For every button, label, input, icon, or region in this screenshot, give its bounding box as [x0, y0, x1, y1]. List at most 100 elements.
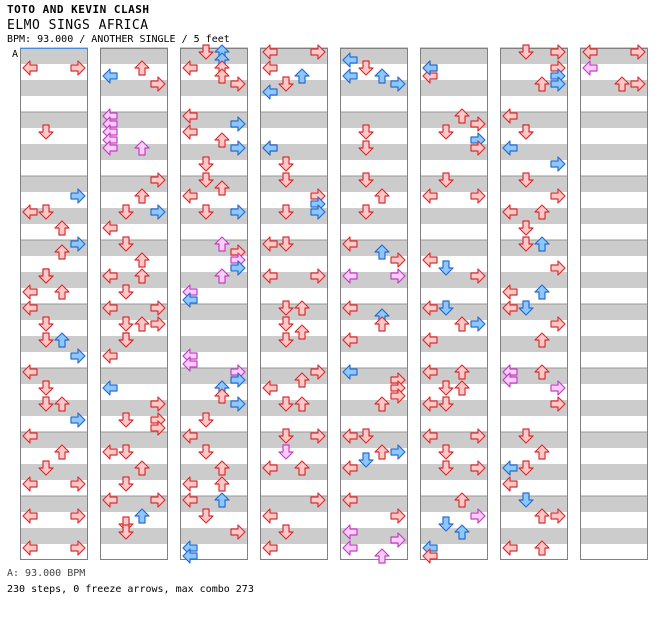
up-arrow-note [534, 540, 550, 556]
down-arrow-note [358, 204, 374, 220]
down-arrow-note [358, 172, 374, 188]
down-arrow-note [38, 380, 54, 396]
left-arrow-note [342, 300, 358, 316]
left-arrow-note [102, 268, 118, 284]
up-arrow-note [374, 444, 390, 460]
right-arrow-note [390, 444, 406, 460]
right-arrow-note [550, 380, 566, 396]
down-arrow-note [278, 428, 294, 444]
left-arrow-note [342, 52, 358, 68]
chart-column [260, 48, 328, 560]
left-arrow-note [422, 300, 438, 316]
down-arrow-note [278, 332, 294, 348]
left-arrow-note [182, 428, 198, 444]
right-arrow-note [470, 188, 486, 204]
down-arrow-note [118, 204, 134, 220]
up-arrow-note [374, 244, 390, 260]
right-arrow-note [630, 76, 646, 92]
right-arrow-note [150, 492, 166, 508]
up-arrow-note [134, 508, 150, 524]
left-arrow-note [102, 348, 118, 364]
up-arrow-note [54, 284, 70, 300]
right-arrow-note [390, 252, 406, 268]
left-arrow-note [342, 68, 358, 84]
down-arrow-note [358, 452, 374, 468]
left-arrow-note [582, 44, 598, 60]
right-arrow-note [230, 260, 246, 276]
down-arrow-note [278, 396, 294, 412]
up-arrow-note [54, 220, 70, 236]
right-arrow-note [230, 76, 246, 92]
up-arrow-note [534, 508, 550, 524]
down-arrow-note [38, 460, 54, 476]
left-arrow-note [262, 140, 278, 156]
chart-info: BPM: 93.000 / ANOTHER SINGLE / 5 feet [7, 34, 230, 45]
left-arrow-note [422, 252, 438, 268]
down-arrow-note [518, 220, 534, 236]
down-arrow-note [518, 236, 534, 252]
up-arrow-note [374, 188, 390, 204]
right-arrow-note [470, 460, 486, 476]
down-arrow-note [198, 508, 214, 524]
up-arrow-note [134, 188, 150, 204]
down-arrow-note [278, 156, 294, 172]
left-arrow-note [342, 332, 358, 348]
down-arrow-note [438, 444, 454, 460]
up-arrow-note [54, 332, 70, 348]
right-arrow-note [70, 476, 86, 492]
down-arrow-note [38, 268, 54, 284]
up-arrow-note [214, 236, 230, 252]
left-arrow-note [342, 364, 358, 380]
left-arrow-note [342, 268, 358, 284]
down-arrow-note [438, 300, 454, 316]
left-arrow-note [262, 540, 278, 556]
chart-column [580, 48, 648, 560]
left-arrow-note [22, 476, 38, 492]
right-arrow-note [150, 172, 166, 188]
left-arrow-note [22, 204, 38, 220]
song-title: ELMO SINGS AFRICA [7, 18, 149, 33]
down-arrow-note [358, 124, 374, 140]
right-arrow-note [230, 372, 246, 388]
right-arrow-note [390, 532, 406, 548]
right-arrow-note [310, 44, 326, 60]
left-arrow-note [182, 108, 198, 124]
left-arrow-note [102, 68, 118, 84]
bpm-change-marker: A [12, 49, 18, 60]
down-arrow-note [118, 524, 134, 540]
up-arrow-note [214, 268, 230, 284]
right-arrow-note [550, 316, 566, 332]
down-arrow-note [518, 124, 534, 140]
chart-column [420, 48, 488, 560]
down-arrow-note [118, 316, 134, 332]
left-arrow-note [422, 60, 438, 76]
left-arrow-note [502, 460, 518, 476]
down-arrow-note [518, 300, 534, 316]
up-arrow-note [534, 444, 550, 460]
up-arrow-note [534, 204, 550, 220]
up-arrow-note [54, 444, 70, 460]
up-arrow-note [294, 300, 310, 316]
right-arrow-note [390, 76, 406, 92]
left-arrow-note [22, 540, 38, 556]
left-arrow-note [102, 380, 118, 396]
right-arrow-note [230, 116, 246, 132]
left-arrow-note [422, 332, 438, 348]
left-arrow-note [262, 60, 278, 76]
left-arrow-note [102, 140, 118, 156]
right-arrow-note [310, 428, 326, 444]
left-arrow-note [22, 428, 38, 444]
down-arrow-note [38, 396, 54, 412]
up-arrow-note [374, 68, 390, 84]
up-arrow-note [134, 140, 150, 156]
left-arrow-note [342, 524, 358, 540]
down-arrow-note [198, 156, 214, 172]
down-arrow-note [38, 204, 54, 220]
up-arrow-note [454, 316, 470, 332]
down-arrow-note [278, 172, 294, 188]
left-arrow-note [502, 108, 518, 124]
right-arrow-note [230, 204, 246, 220]
left-arrow-note [422, 548, 438, 564]
left-arrow-note [502, 372, 518, 388]
